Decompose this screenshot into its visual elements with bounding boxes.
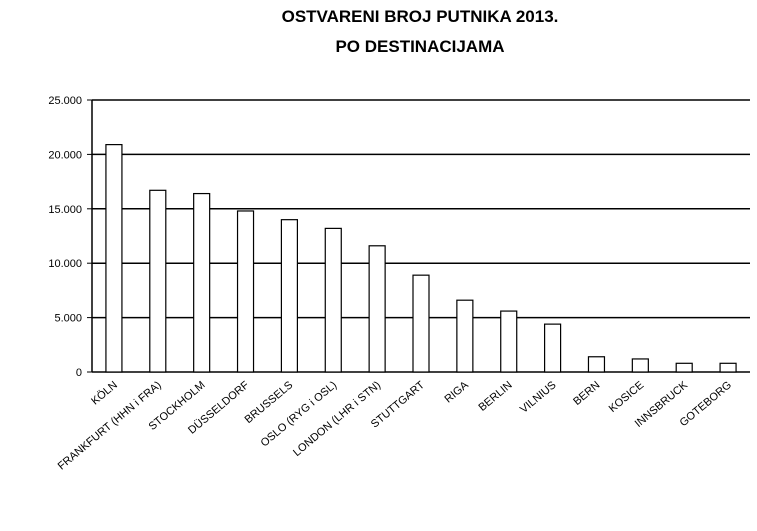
y-tick-label: 20.000 (48, 149, 82, 161)
bar (368, 245, 386, 373)
y-tick-label: 5.000 (54, 313, 82, 325)
x-tick-label: RIGA (442, 379, 471, 406)
x-tick-label: BERLIN (476, 379, 514, 414)
bar (412, 274, 430, 373)
x-tick-label: VILNIUS (518, 379, 558, 416)
bar (456, 299, 474, 373)
x-tick-label: KÖLN (89, 379, 120, 407)
y-tick-label: 15.000 (48, 204, 82, 216)
bar (675, 362, 693, 373)
bar (631, 358, 649, 373)
bar (719, 362, 737, 373)
chart-title: PO DESTINACIJAMA (335, 37, 504, 56)
bar (587, 356, 606, 373)
bar (105, 144, 123, 373)
bar (193, 192, 211, 373)
bar (236, 210, 255, 373)
bar (149, 189, 167, 373)
bar (324, 227, 342, 373)
x-tick-label: LONDON (LHR i STN) (291, 379, 383, 459)
x-tick-label: OSLO (RYG i OSL) (259, 379, 340, 449)
x-tick-label: KOSICE (607, 379, 647, 415)
y-tick-label: 25.000 (48, 95, 82, 107)
bar (500, 310, 518, 373)
bar (280, 219, 298, 373)
bar (543, 323, 562, 373)
chart-title: OSTVARENI BROJ PUTNIKA 2013. (282, 7, 559, 26)
x-tick-label: BERN (571, 379, 602, 408)
y-tick-label: 10.000 (48, 258, 82, 270)
y-tick-label: 0 (76, 367, 82, 379)
